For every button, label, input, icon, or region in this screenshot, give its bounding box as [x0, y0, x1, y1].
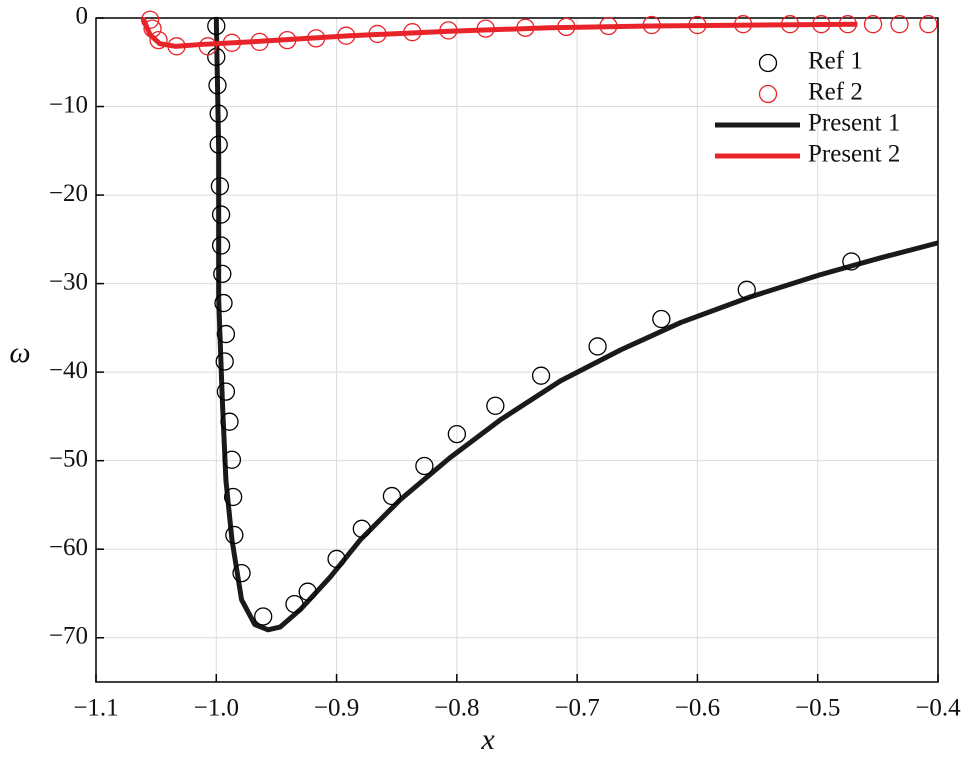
point [447, 424, 467, 444]
point [208, 76, 227, 95]
x-tick-label: −1.0 [194, 695, 239, 722]
point [599, 16, 618, 36]
point [516, 18, 535, 37]
point [652, 309, 671, 329]
point [209, 104, 228, 123]
point [838, 15, 857, 34]
x-tick-label: −0.4 [915, 695, 961, 722]
y-tick-label: −30 [49, 268, 88, 295]
point [337, 26, 356, 45]
point [588, 337, 607, 356]
point [780, 15, 800, 34]
point [890, 15, 909, 34]
point [382, 486, 402, 506]
y-tick-label: −40 [49, 357, 88, 384]
point [167, 37, 186, 56]
point [327, 549, 346, 569]
point [733, 15, 753, 34]
y-tick-label: −10 [49, 91, 88, 118]
point [220, 412, 239, 431]
point [863, 15, 883, 34]
legend-marker [758, 84, 778, 104]
point [352, 519, 371, 538]
point [149, 30, 168, 50]
point [278, 30, 297, 50]
point [210, 177, 230, 196]
x-axis-label: x [480, 723, 495, 756]
legend-label: Ref 2 [808, 79, 863, 106]
point [642, 15, 661, 35]
y-tick-label: −60 [49, 534, 88, 561]
y-tick-label: −50 [49, 445, 88, 472]
point [211, 236, 231, 255]
point [143, 19, 162, 38]
x-tick-label: −0.7 [554, 695, 599, 722]
x-tick-label: −0.8 [434, 695, 479, 722]
line [140, 17, 858, 49]
point [476, 19, 495, 38]
point [842, 252, 861, 271]
legend-label: Ref 1 [808, 48, 863, 75]
point [213, 264, 232, 284]
point [223, 487, 243, 507]
point [486, 396, 505, 415]
point [222, 33, 242, 52]
point [439, 21, 458, 40]
point [403, 23, 422, 42]
point [209, 135, 228, 154]
point [812, 15, 831, 34]
point [207, 16, 226, 36]
point [214, 293, 233, 313]
y-tick-label: 0 [76, 3, 89, 30]
y-tick-label: −70 [49, 622, 88, 649]
point [298, 582, 317, 601]
point [368, 24, 387, 44]
point [557, 17, 576, 37]
x-tick-label: −0.9 [314, 695, 359, 722]
point [215, 352, 234, 371]
point [254, 607, 273, 626]
line [213, 17, 939, 633]
point [198, 37, 218, 56]
legend-marker [758, 53, 778, 73]
point [216, 382, 236, 401]
x-tick-label: −1.1 [73, 695, 118, 722]
point [222, 450, 242, 469]
point [415, 456, 434, 476]
point [306, 29, 326, 48]
legend-label: Present 1 [808, 110, 900, 137]
point [250, 32, 269, 52]
point [211, 205, 231, 224]
point [140, 10, 160, 29]
x-tick-label: −0.5 [795, 695, 840, 722]
y-tick-label: −20 [49, 180, 88, 207]
legend-label: Present 2 [808, 141, 900, 168]
point [232, 563, 251, 583]
point [688, 15, 707, 35]
y-axis-label: ω [9, 336, 30, 369]
point [919, 15, 938, 34]
point [216, 324, 236, 344]
point [737, 280, 756, 299]
point [285, 594, 304, 614]
point [225, 525, 244, 545]
point [531, 366, 551, 385]
plot-frame [95, 17, 939, 683]
x-tick-label: −0.6 [675, 695, 720, 722]
